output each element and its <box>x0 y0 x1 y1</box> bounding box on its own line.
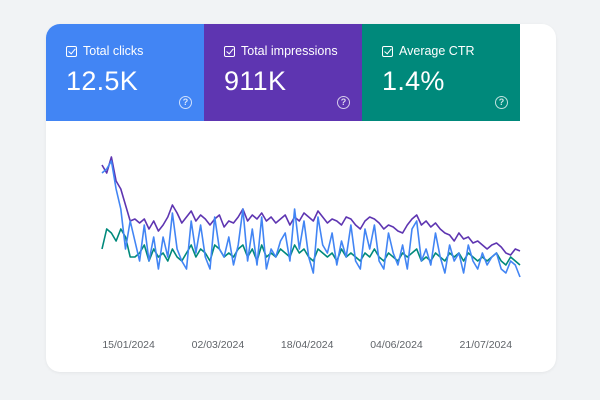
performance-line-chart: 15/01/2024 02/03/2024 18/04/2024 04/06/2024… <box>101 156 521 351</box>
metric-label: Total impressions <box>241 44 338 58</box>
series-line-total-clicks <box>101 160 521 278</box>
metric-tab-average-ctr[interactable]: Average CTR 1.4% ? <box>362 24 520 121</box>
metric-label: Average CTR <box>399 44 475 58</box>
metric-tab-total-clicks[interactable]: Total clicks 12.5K ? <box>46 24 204 121</box>
x-tick-label: 21/07/2024 <box>460 339 513 351</box>
series-line-average-ctr <box>101 228 521 266</box>
x-tick-label: 15/01/2024 <box>102 339 155 351</box>
x-tick-label: 18/04/2024 <box>281 339 334 351</box>
performance-card: Total clicks 12.5K ? Total impressions 9… <box>46 24 556 372</box>
x-tick-label: 02/03/2024 <box>192 339 245 351</box>
checkbox-checked-icon[interactable] <box>382 45 393 57</box>
metric-value: 1.4% <box>382 66 445 96</box>
help-circle-icon[interactable]: ? <box>495 96 508 109</box>
checkbox-checked-icon[interactable] <box>224 45 235 57</box>
x-tick-label: 04/06/2024 <box>370 339 423 351</box>
help-circle-icon[interactable]: ? <box>179 96 192 109</box>
metric-value: 911K <box>224 66 287 96</box>
checkbox-checked-icon[interactable] <box>66 45 77 57</box>
metric-value: 12.5K <box>66 66 139 96</box>
series-line-total-impressions <box>101 156 521 256</box>
help-circle-icon[interactable]: ? <box>337 96 350 109</box>
metric-tab-total-impressions[interactable]: Total impressions 911K ? <box>204 24 362 121</box>
metric-label: Total clicks <box>83 44 144 58</box>
metric-tabs: Total clicks 12.5K ? Total impressions 9… <box>46 24 520 121</box>
